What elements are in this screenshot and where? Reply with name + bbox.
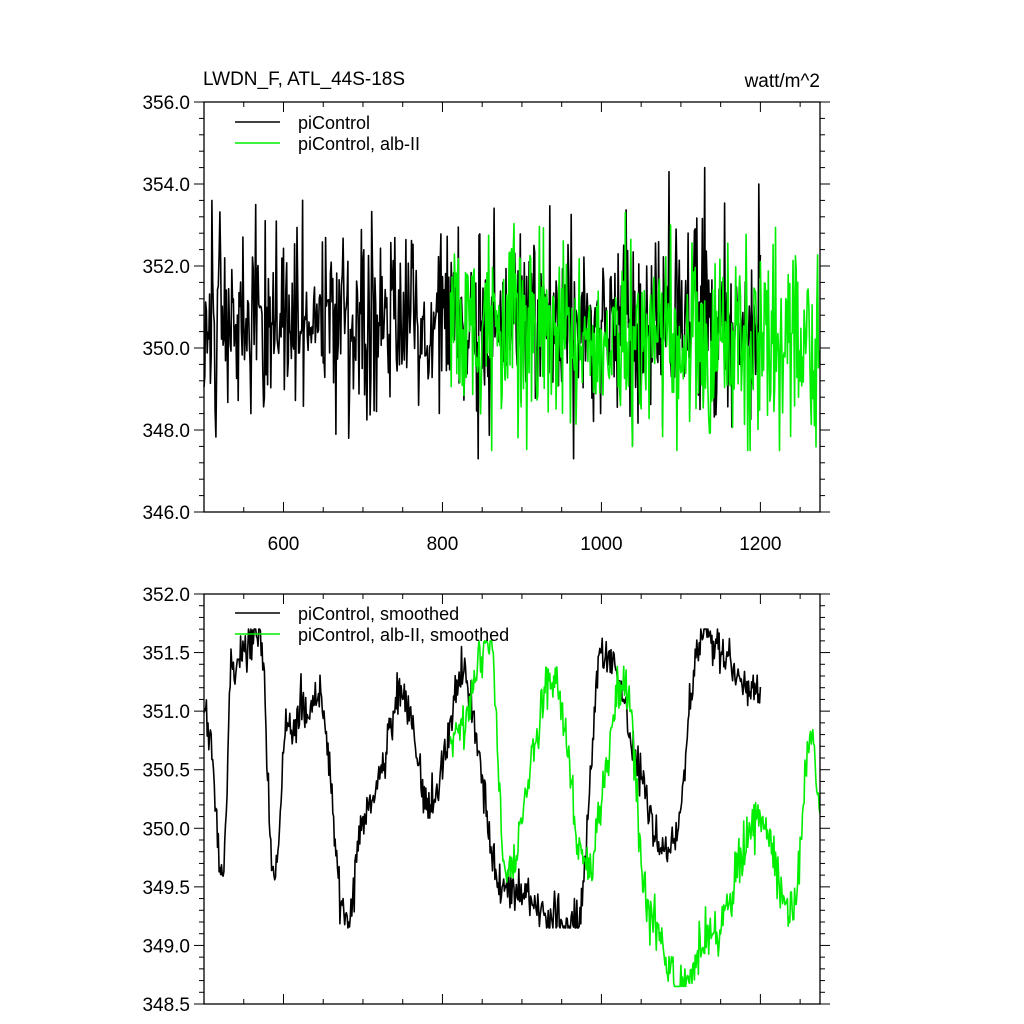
x-tick-label: 1000 [580,534,622,555]
y-tick-label: 350.5 [142,761,190,782]
ticks-top: 346.0 348.0 350.0 352.0 354.0 356.0 600 800 1000… [142,93,830,555]
y-tick-label: 351.0 [142,702,190,723]
y-tick-label: 351.5 [142,644,190,665]
x-tick-label: 1200 [739,534,781,555]
y-tick-label: 356.0 [142,93,190,114]
y-tick-label: 352.0 [142,585,190,606]
legend-label-picontrol: piControl [298,113,370,133]
y-tick-label: 346.0 [142,503,190,524]
plot-frame-bottom [203,593,821,1005]
units-label: watt/m^2 [744,71,820,92]
y-tick-label: 350.0 [142,339,190,360]
y-tick-label: 352.0 [142,257,190,278]
x-tick-label: 800 [427,534,459,555]
series-layer-bottom [203,628,821,988]
y-tick-label: 354.0 [142,175,190,196]
legend-label-picontrol-smoothed: piControl, smoothed [298,604,459,624]
y-tick-label: 350.0 [142,819,190,840]
y-tick-label: 348.5 [142,995,190,1016]
legend-label-alb-ii-smoothed: piControl, alb-II, smoothed [298,625,509,645]
series-layer-top [203,166,821,460]
series-line-bottom-1 [449,640,821,988]
series-line-top-1 [449,211,821,452]
chart-panel-bottom: 348.5 349.0 349.5 350.0 350.5 351.0 351.5 352.0… [142,585,830,1016]
series-line-bottom-0 [203,628,762,929]
chart-title: LWDN_F, ATL_44S-18S [203,69,405,90]
legend-label-alb-ii: piControl, alb-II [298,134,420,154]
y-tick-label: 349.0 [142,936,190,957]
y-tick-label: 349.5 [142,878,190,899]
chart-panel-top: LWDN_F, ATL_44S-18S watt/m^2 346.0348.03… [142,69,830,555]
legend-bottom: piControl, smoothed piControl, alb-II, s… [235,604,509,645]
ticks-bottom: 348.5 349.0 349.5 350.0 350.5 351.0 351.5 352.0 [142,585,830,1016]
plot-frame-top [203,101,821,513]
x-tick-label: 600 [268,534,300,555]
legend-top: piControl piControl, alb-II [235,113,420,154]
y-tick-label: 348.0 [142,421,190,442]
